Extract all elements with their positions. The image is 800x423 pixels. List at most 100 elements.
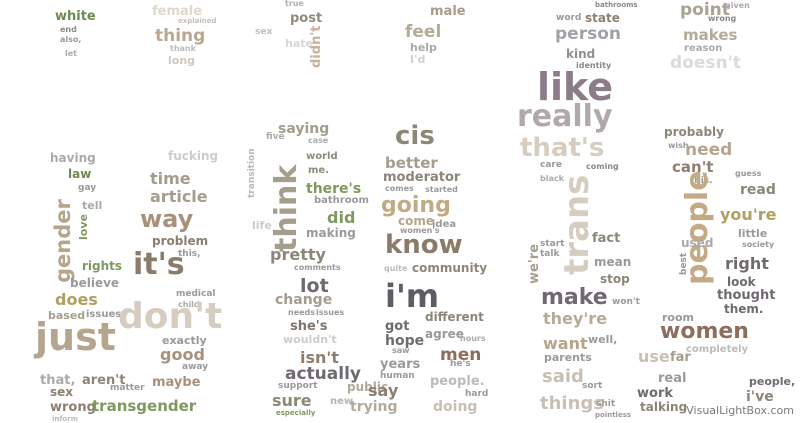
word-cloud-word: sex [50,385,74,399]
word-cloud-word: this, [178,249,201,259]
word-cloud-word: making [306,226,356,240]
word-cloud-word: kind [566,47,596,61]
word-cloud-word: this. [690,176,713,186]
word-cloud-word: agree [425,327,464,341]
word-cloud-word: problem [152,234,209,248]
word-cloud-word: white [55,9,96,24]
word-cloud-word: idea [432,219,457,230]
word-cloud-word: aren't [82,373,126,388]
word-cloud-word: actually [285,364,361,384]
word-cloud-word: reason [684,43,723,54]
word-cloud-word: wish [668,141,689,150]
word-cloud-word: gender [51,199,75,283]
word-cloud-word: people. [430,374,485,389]
word-cloud-word: gay [78,183,97,193]
word-cloud-word: isn't [300,348,339,367]
word-cloud-word: long [168,54,196,67]
word-cloud-word: help [410,41,437,54]
word-cloud-word: far [670,350,691,365]
word-cloud-word: parents [544,351,592,364]
word-cloud-word: male [430,4,466,19]
word-cloud-word: talking [640,400,688,414]
word-cloud-word: can't [672,158,714,176]
word-cloud-word: saw [392,346,410,355]
word-cloud-word: community [412,261,488,275]
word-cloud-word: state [585,11,620,25]
word-cloud-word: bathrooms [595,1,638,9]
word-cloud-word: world [306,151,338,162]
word-cloud-word: point [680,0,730,20]
word-cloud-word: end [60,25,77,34]
word-cloud-word: exactly [162,334,207,347]
word-cloud-word: things [540,393,605,414]
word-cloud-word: black [540,174,564,183]
word-cloud-word: lot [300,275,329,297]
word-cloud-word: care [540,160,562,170]
word-cloud-word: got [385,319,410,334]
word-cloud-word: thing [155,26,206,46]
word-cloud-word: people, [749,375,796,388]
word-cloud-word: read [740,182,776,198]
word-cloud-word: use [638,347,670,366]
word-cloud-word: men [440,345,482,365]
word-cloud-word: transition [247,148,257,198]
word-cloud-word: years [380,357,421,372]
word-cloud-word: hate [285,37,313,50]
word-cloud-word: quite [384,264,408,273]
word-cloud-word: she's [290,319,328,334]
word-cloud-word: case [308,136,329,145]
word-cloud-word: public [347,380,389,394]
word-cloud-word: identity [576,61,612,70]
word-cloud-word: them. [724,302,764,316]
word-cloud-word: based [48,309,86,322]
word-cloud-word: inform [52,415,78,423]
word-cloud-word: fucking [168,149,219,163]
word-cloud-word: moderator [383,170,461,185]
word-cloud-word: feel [405,22,442,42]
word-cloud-word: me. [308,165,330,176]
word-cloud-word: maybe [152,375,201,390]
word-cloud-word: coming [586,162,619,171]
word-cloud-word: change [275,292,333,308]
word-cloud-word: he's [450,359,471,369]
word-cloud-word: let [65,49,77,58]
word-cloud-word: matter [110,383,145,393]
word-cloud-word: person [555,24,621,44]
word-cloud-word: going [381,193,451,218]
word-cloud-word: needs [288,308,316,317]
word-cloud-word: five [266,132,285,142]
word-cloud-word: saying [278,121,330,137]
word-cloud-word: having [50,151,96,165]
word-cloud-word: say [368,381,399,400]
word-cloud-word: pretty [270,245,326,264]
word-cloud-word: probably [664,125,724,139]
word-cloud-word: article [150,187,208,206]
word-cloud-word: said [542,366,584,387]
word-cloud-word: time [150,169,191,188]
word-cloud-word: it's [133,247,185,282]
word-cloud-word: that's [520,133,605,163]
word-cloud-word: need [685,140,733,160]
word-cloud-word: trans [557,174,597,275]
word-cloud-word: does [55,290,98,309]
word-cloud-word: well, [588,333,618,346]
word-cloud-word: like [537,65,614,109]
word-cloud-word: pointless [595,411,632,419]
word-cloud-word: better [385,154,438,172]
word-cloud-word: believe [70,276,120,290]
word-cloud-word: good [160,345,205,364]
word-cloud-word: just [35,315,116,359]
word-cloud-word: human [380,371,415,381]
word-cloud-word: used [681,236,714,250]
word-cloud-word: i've [746,389,774,405]
word-cloud-word: word [556,13,582,23]
word-cloud-word: start [540,239,565,249]
word-cloud-word: sure [272,391,312,410]
word-cloud-word: tell [82,199,103,212]
word-cloud-word: started [425,185,458,194]
word-cloud-word: doing [433,399,478,415]
word-cloud-word: issues [316,308,345,317]
word-cloud-word: come [398,214,434,228]
word-cloud-word: make [541,285,608,310]
